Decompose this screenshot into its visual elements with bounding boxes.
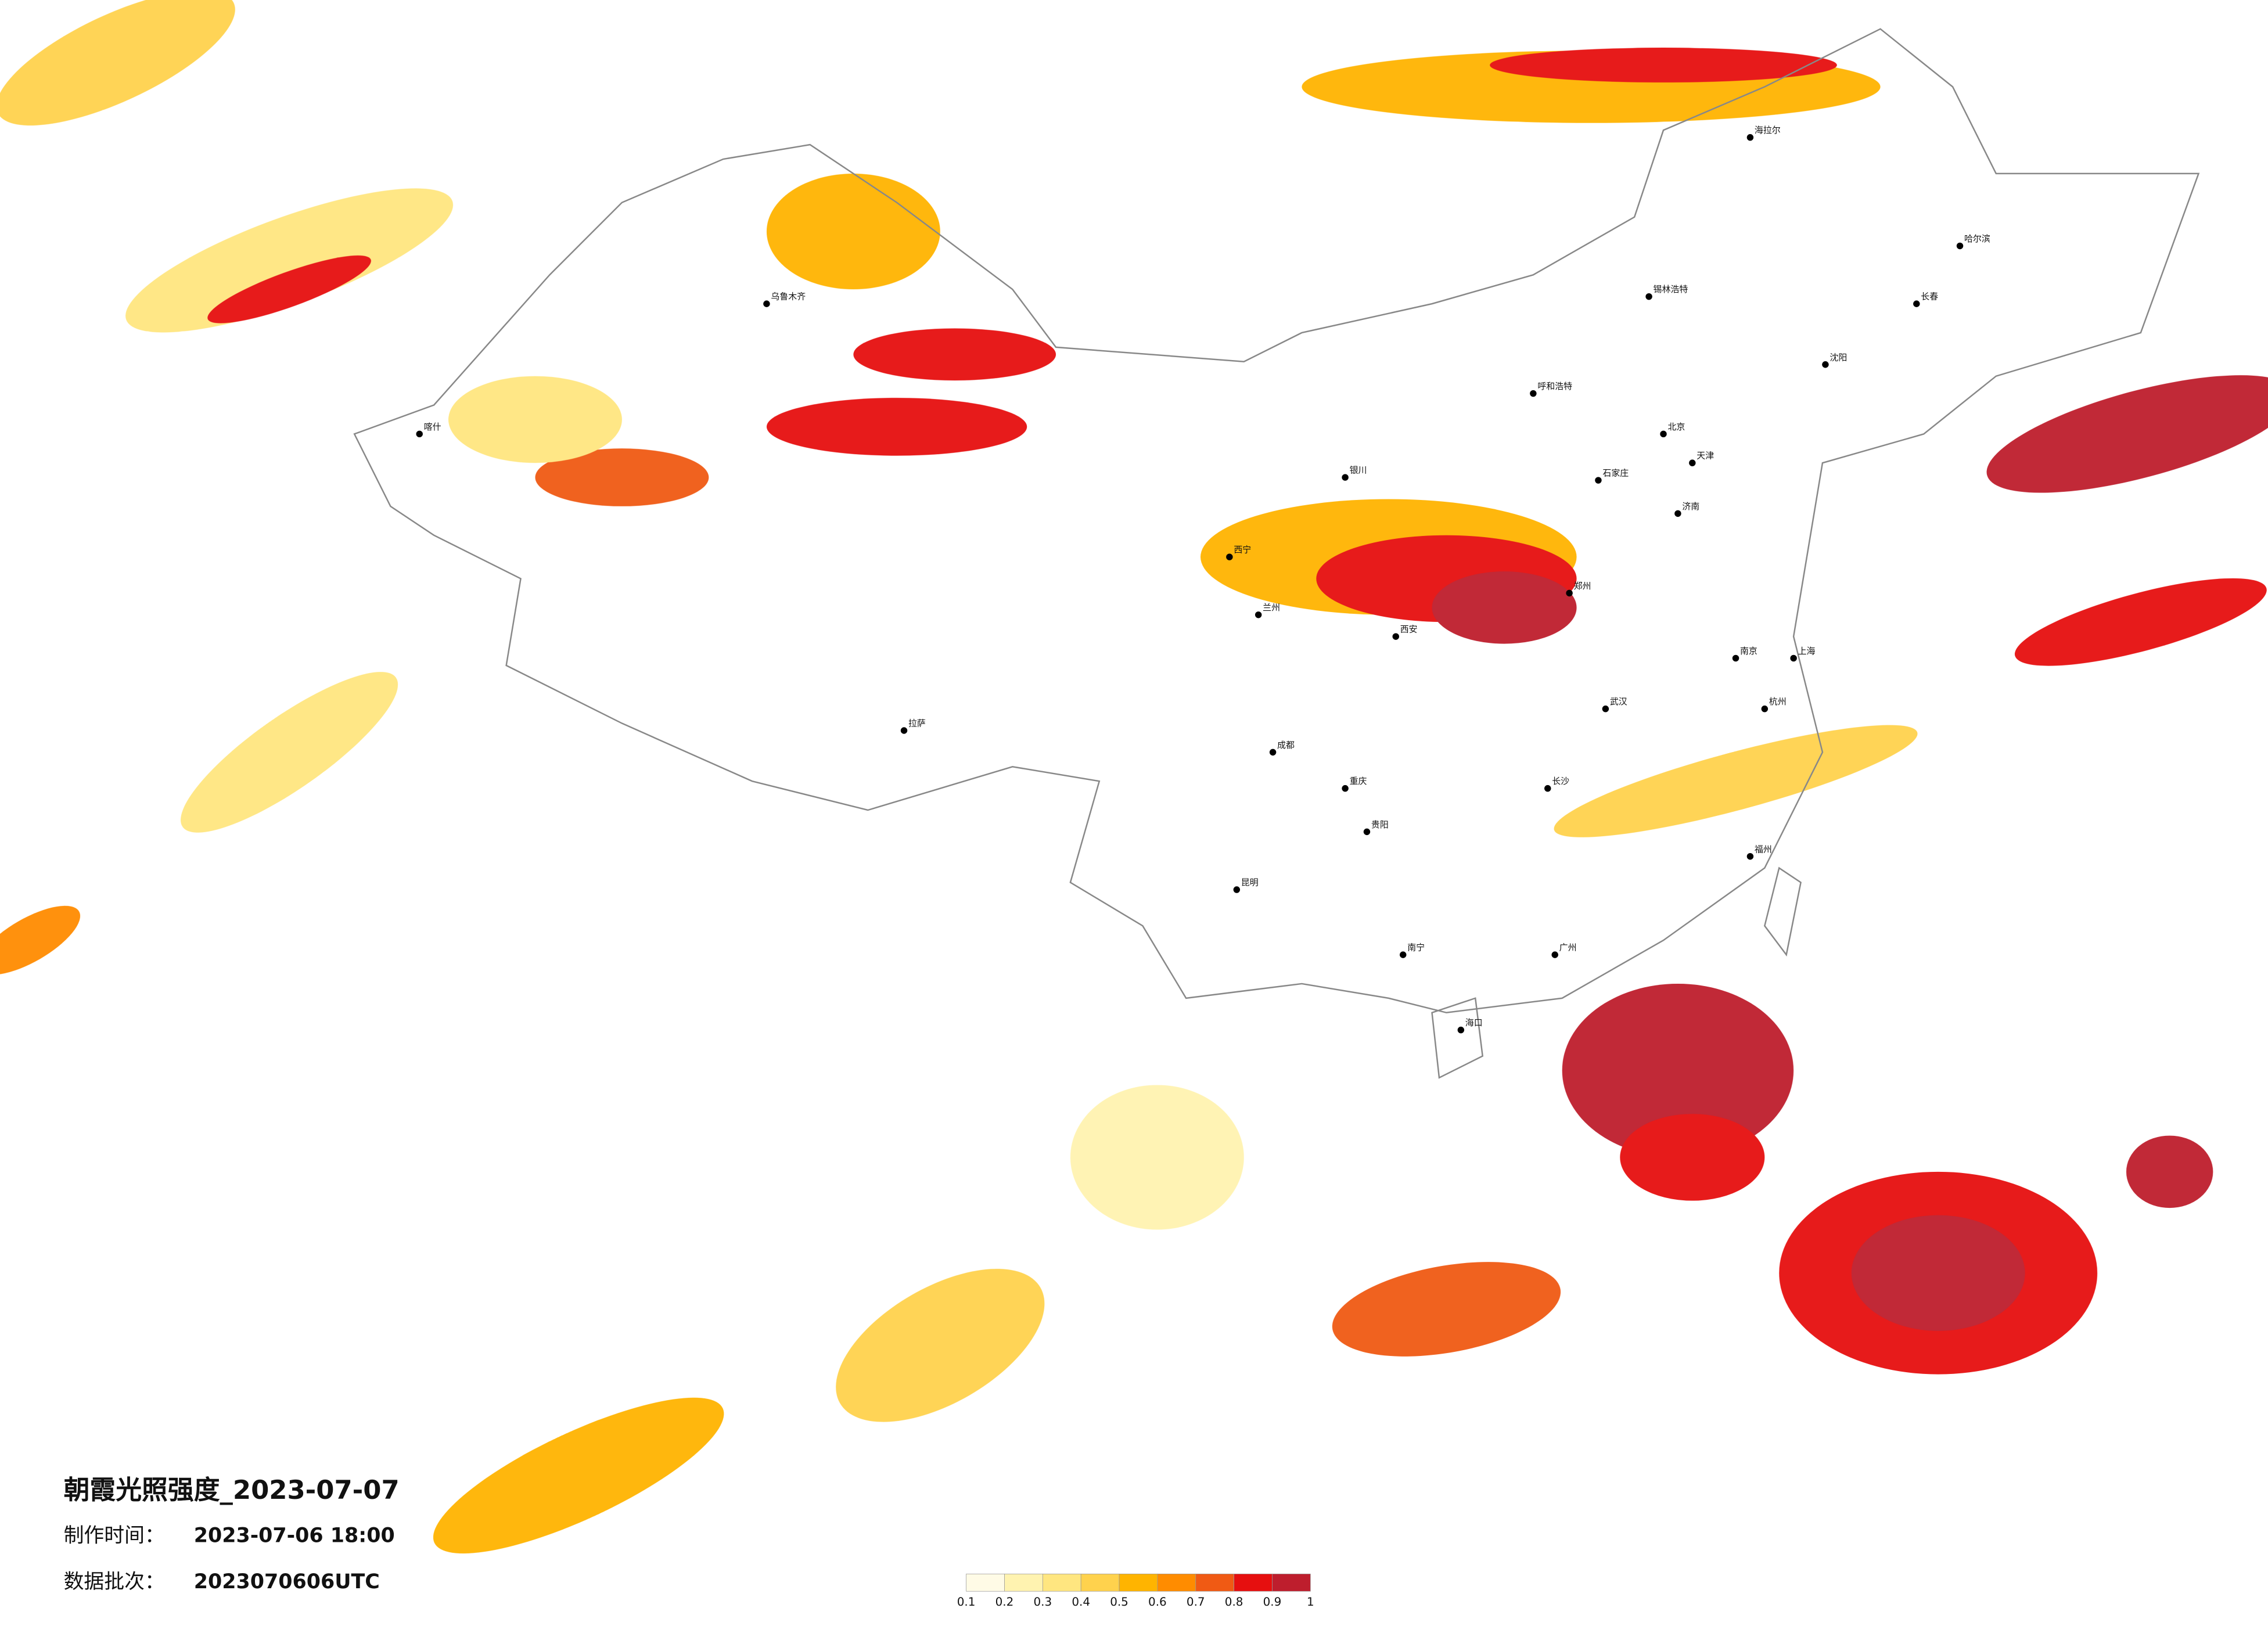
city-dot	[1595, 477, 1602, 484]
city-dot	[1269, 749, 1277, 756]
city-dot	[1822, 361, 1829, 368]
city-label: 天津	[1696, 451, 1714, 461]
city-label: 长春	[1921, 292, 1938, 302]
colorbar-swatch	[1004, 1573, 1043, 1592]
city-dot	[1790, 654, 1797, 662]
city-dot	[1551, 951, 1558, 958]
city-label: 福州	[1755, 844, 1772, 854]
city-label: 乌鲁木齐	[771, 292, 806, 302]
city-label: 呼和浩特	[1537, 381, 1572, 391]
colorbar: 0.1 0.2 0.3 0.4 0.5 0.6 0.7 0.8 0.9 1	[957, 1573, 1314, 1609]
city-label: 海拉尔	[1755, 125, 1781, 135]
city-label: 郑州	[1574, 581, 1591, 591]
colorbar-swatch	[1080, 1573, 1120, 1592]
city-dot	[1530, 390, 1537, 397]
city-label: 南宁	[1407, 942, 1425, 953]
city-dot	[1660, 430, 1667, 438]
city-label: 武汉	[1610, 696, 1627, 707]
city-dot	[1761, 705, 1769, 713]
city-dot	[1392, 633, 1399, 640]
colorbar-label: 0.8	[1225, 1595, 1243, 1609]
city-dot	[1645, 293, 1652, 300]
city-dot	[1746, 134, 1754, 141]
make-time: 2023-07-06 18:00	[194, 1524, 395, 1548]
colorbar-label: 0.7	[1187, 1595, 1205, 1609]
city-label: 上海	[1798, 646, 1816, 656]
make-time-label: 制作时间：	[64, 1524, 165, 1548]
city-label: 银川	[1350, 465, 1367, 476]
city-label: 广州	[1559, 942, 1577, 953]
colorbar-label: 0.2	[995, 1595, 1014, 1609]
city-dot	[1363, 828, 1371, 836]
city-dot	[900, 727, 908, 734]
city-label: 济南	[1682, 501, 1699, 512]
colorbar-swatch	[1119, 1573, 1158, 1592]
colorbar-swatch	[1042, 1573, 1081, 1592]
colorbar-label: 0.1	[957, 1595, 976, 1609]
colorbar-swatch	[1157, 1573, 1196, 1592]
city-dot	[1732, 654, 1739, 662]
city-dot	[1566, 589, 1573, 597]
city-label: 石家庄	[1602, 468, 1629, 479]
city-dot	[1689, 459, 1696, 466]
island-outline	[1431, 997, 1484, 1079]
city-dot	[1399, 951, 1407, 958]
city-dot	[1602, 705, 1609, 713]
city-label: 西安	[1400, 624, 1418, 635]
intensity-field	[0, 0, 2268, 1554]
island-outline	[1763, 866, 1802, 957]
city-dot	[1457, 1026, 1465, 1034]
city-dot	[1233, 886, 1241, 893]
city-label: 南京	[1740, 646, 1757, 656]
city-dot	[1342, 785, 1349, 792]
city-dot	[1544, 785, 1551, 792]
city-label: 贵阳	[1371, 819, 1389, 830]
city-dot	[763, 300, 770, 307]
city-dot	[1746, 853, 1754, 860]
city-dot	[416, 430, 423, 438]
colorbar-swatch	[1272, 1573, 1311, 1592]
city-label: 杭州	[1769, 696, 1787, 707]
city-dot	[1342, 474, 1349, 481]
city-label: 沈阳	[1830, 352, 1847, 362]
city-label: 兰州	[1263, 602, 1280, 613]
city-label: 海口	[1465, 1017, 1483, 1028]
batch-label: 数据批次：	[64, 1570, 165, 1593]
city-label: 拉萨	[908, 718, 926, 729]
city-label: 喀什	[424, 422, 441, 432]
city-label: 长沙	[1552, 776, 1569, 786]
city-dot	[1226, 553, 1233, 560]
colorbar-label: 0.3	[1033, 1595, 1052, 1609]
city-dot	[1255, 611, 1262, 618]
colorbar-label: 0.9	[1263, 1595, 1282, 1609]
city-label: 重庆	[1350, 776, 1367, 786]
city-label: 哈尔滨	[1964, 233, 1990, 244]
city-label: 锡林浩特	[1654, 284, 1688, 294]
colorbar-swatch	[966, 1573, 1005, 1592]
city-dot	[1913, 300, 1920, 307]
colorbar-swatch	[1234, 1573, 1273, 1592]
city-dot	[1956, 242, 1964, 250]
batch: 2023070606UTC	[194, 1570, 380, 1593]
colorbar-label: 0.6	[1148, 1595, 1167, 1609]
country-outline	[353, 28, 2200, 1014]
city-label: 北京	[1667, 422, 1685, 432]
city-label: 成都	[1277, 740, 1295, 750]
colorbar-label: 0.5	[1110, 1595, 1128, 1609]
colorbar-label: 1	[1307, 1595, 1314, 1609]
colorbar-swatch	[1195, 1573, 1234, 1592]
colorbar-label: 0.4	[1072, 1595, 1090, 1609]
title: 朝霞光照强度_2023-07-07	[64, 1474, 400, 1505]
city-label: 昆明	[1241, 877, 1259, 888]
city-label: 西宁	[1234, 545, 1251, 555]
city-dot	[1674, 510, 1681, 517]
